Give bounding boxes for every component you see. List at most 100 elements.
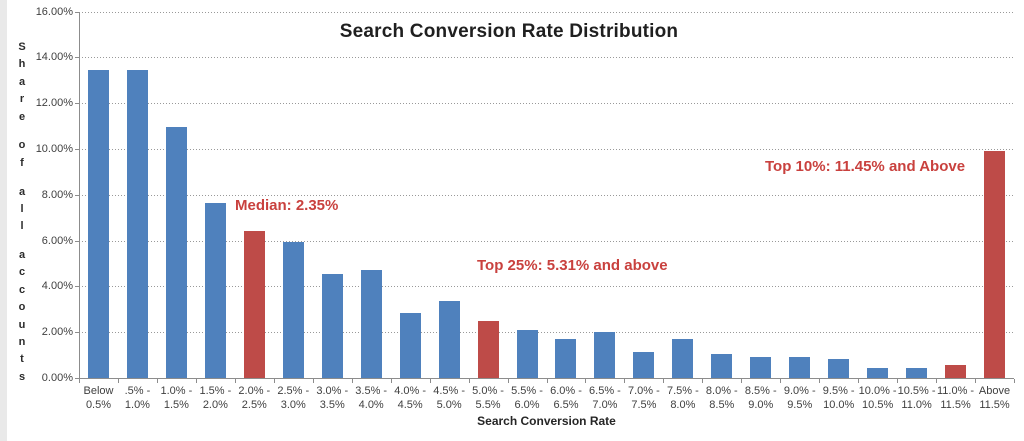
x-tick-mark bbox=[858, 379, 860, 383]
x-tick-mark bbox=[79, 379, 80, 383]
x-tick-mark bbox=[975, 379, 977, 383]
x-tick-label: 10.5% -11.0% bbox=[897, 385, 936, 411]
gridline bbox=[79, 332, 1014, 334]
y-axis-title-letter: s bbox=[18, 370, 26, 383]
x-tick-label: 6.0% -6.5% bbox=[550, 385, 582, 411]
y-tick-mark bbox=[75, 57, 79, 59]
bar-3.0-3.5 bbox=[321, 273, 343, 378]
y-axis-title-letter: o bbox=[18, 301, 26, 314]
x-tick-label: 10.0% -10.5% bbox=[858, 385, 897, 411]
x-tick-label: 11.0% -11.5% bbox=[937, 385, 975, 411]
x-tick-label: 8.0% -8.5% bbox=[705, 385, 738, 411]
x-tick-mark bbox=[936, 379, 938, 383]
x-tick-mark bbox=[624, 379, 626, 383]
y-axis-title-letter: e bbox=[18, 110, 26, 123]
y-tick-label: 4.00% bbox=[41, 280, 73, 293]
y-tick-mark bbox=[75, 286, 79, 288]
x-tick-label: 9.0% -9.5% bbox=[783, 385, 816, 411]
gridline bbox=[79, 194, 1014, 196]
annotation: Top 25%: 5.31% and above bbox=[477, 257, 668, 274]
y-axis-title-letter: l bbox=[20, 202, 24, 215]
x-tick-label: 4.5% -5.0% bbox=[433, 385, 465, 411]
y-axis-title-letter: r bbox=[19, 93, 25, 106]
gridline bbox=[79, 149, 1014, 150]
annotation: Top 10%: 11.45% and Above bbox=[765, 158, 966, 175]
x-tick-label: 1.5% -2.0% bbox=[199, 385, 232, 411]
y-tick-label: 8.00% bbox=[41, 188, 73, 201]
x-tick-label: Below 0.5% bbox=[83, 385, 114, 411]
y-tick-label: 6.00% bbox=[41, 234, 73, 247]
y-tick-mark bbox=[75, 103, 79, 105]
bar-10.0-10.5 bbox=[867, 367, 889, 378]
bar-5.5-6.0 bbox=[516, 329, 538, 378]
x-tick-mark bbox=[468, 379, 470, 383]
x-tick-mark bbox=[390, 379, 392, 383]
x-tick-mark bbox=[702, 379, 704, 383]
x-tick-label: 5.0% -5.5% bbox=[472, 385, 504, 411]
x-tick-label: Above 11.5% bbox=[978, 385, 1011, 411]
chart-title: Search Conversion Rate Distribution bbox=[339, 21, 679, 42]
x-tick-label: .5% -1.0% bbox=[124, 385, 151, 411]
x-tick-mark bbox=[663, 379, 665, 383]
y-tick-mark bbox=[75, 332, 79, 334]
bar-2.5-3.0 bbox=[282, 241, 304, 378]
x-tick-mark bbox=[351, 379, 353, 383]
y-axis-title-letter: o bbox=[18, 139, 26, 152]
bar-7.5-8.0 bbox=[672, 339, 694, 378]
y-tick-mark bbox=[75, 194, 79, 196]
x-tick-mark bbox=[429, 379, 431, 383]
x-tick-label: 3.0% -3.5% bbox=[316, 385, 349, 411]
bar-9.0-9.5 bbox=[789, 357, 811, 378]
bar-8.5-9.0 bbox=[750, 357, 772, 378]
y-axis-title-letter: a bbox=[18, 185, 26, 198]
y-tick-label: 0.00% bbox=[41, 372, 73, 384]
bar-6.0-6.5 bbox=[555, 339, 577, 378]
gridline bbox=[79, 286, 1014, 288]
x-tick-label: 1.0% -1.5% bbox=[160, 385, 193, 411]
x-tick-label: 8.5% -9.0% bbox=[744, 385, 777, 411]
x-tick-label: 2.5% -3.0% bbox=[277, 385, 310, 411]
bar-4.5-5.0 bbox=[438, 301, 460, 378]
y-tick-mark bbox=[75, 240, 79, 242]
y-tick-mark bbox=[75, 378, 79, 379]
x-tick-label: 4.0% -4.5% bbox=[394, 385, 427, 411]
bar-Below-0.5 bbox=[87, 69, 109, 378]
x-tick-mark bbox=[585, 379, 587, 383]
gridline bbox=[79, 11, 1014, 13]
bar-5.0-5.5 bbox=[477, 320, 499, 378]
x-tick-mark bbox=[741, 379, 743, 383]
y-axis-title-letter: S bbox=[18, 41, 26, 53]
x-tick-label: 5.5% -6.0% bbox=[511, 385, 543, 411]
y-tick-label: 2.00% bbox=[41, 326, 73, 339]
page-edge-strip bbox=[0, 0, 7, 441]
bar-6.5-7.0 bbox=[594, 332, 616, 378]
y-axis-title-letter: c bbox=[18, 283, 26, 296]
x-tick-mark bbox=[1014, 379, 1015, 383]
gridline bbox=[79, 57, 1014, 59]
y-tick-mark bbox=[75, 11, 79, 13]
y-tick-label: 16.00% bbox=[35, 5, 73, 18]
y-axis-title-letter: f bbox=[20, 156, 24, 169]
x-tick-label: 7.5% -8.0% bbox=[666, 385, 699, 411]
y-axis-title-letter: a bbox=[18, 249, 26, 262]
bar-4.0-4.5 bbox=[399, 312, 421, 378]
gridline bbox=[79, 103, 1014, 105]
x-tick-label: 3.5% -4.0% bbox=[355, 385, 388, 411]
x-axis-line bbox=[79, 378, 1014, 379]
bar-2.0-2.5 bbox=[243, 231, 265, 378]
x-tick-mark bbox=[195, 379, 197, 383]
annotation: Median: 2.35% bbox=[235, 197, 339, 214]
bar-.5-1.0 bbox=[126, 69, 148, 378]
x-tick-mark bbox=[507, 379, 509, 383]
bar-8.0-8.5 bbox=[711, 353, 733, 378]
y-tick-mark bbox=[75, 149, 79, 150]
x-tick-mark bbox=[273, 379, 275, 383]
y-axis-title-letter: l bbox=[20, 220, 24, 233]
bar-7.0-7.5 bbox=[633, 351, 655, 378]
y-axis-title-letter: u bbox=[18, 318, 26, 331]
y-axis-title-letter: n bbox=[18, 336, 26, 349]
y-tick-label: 10.00% bbox=[35, 143, 73, 155]
